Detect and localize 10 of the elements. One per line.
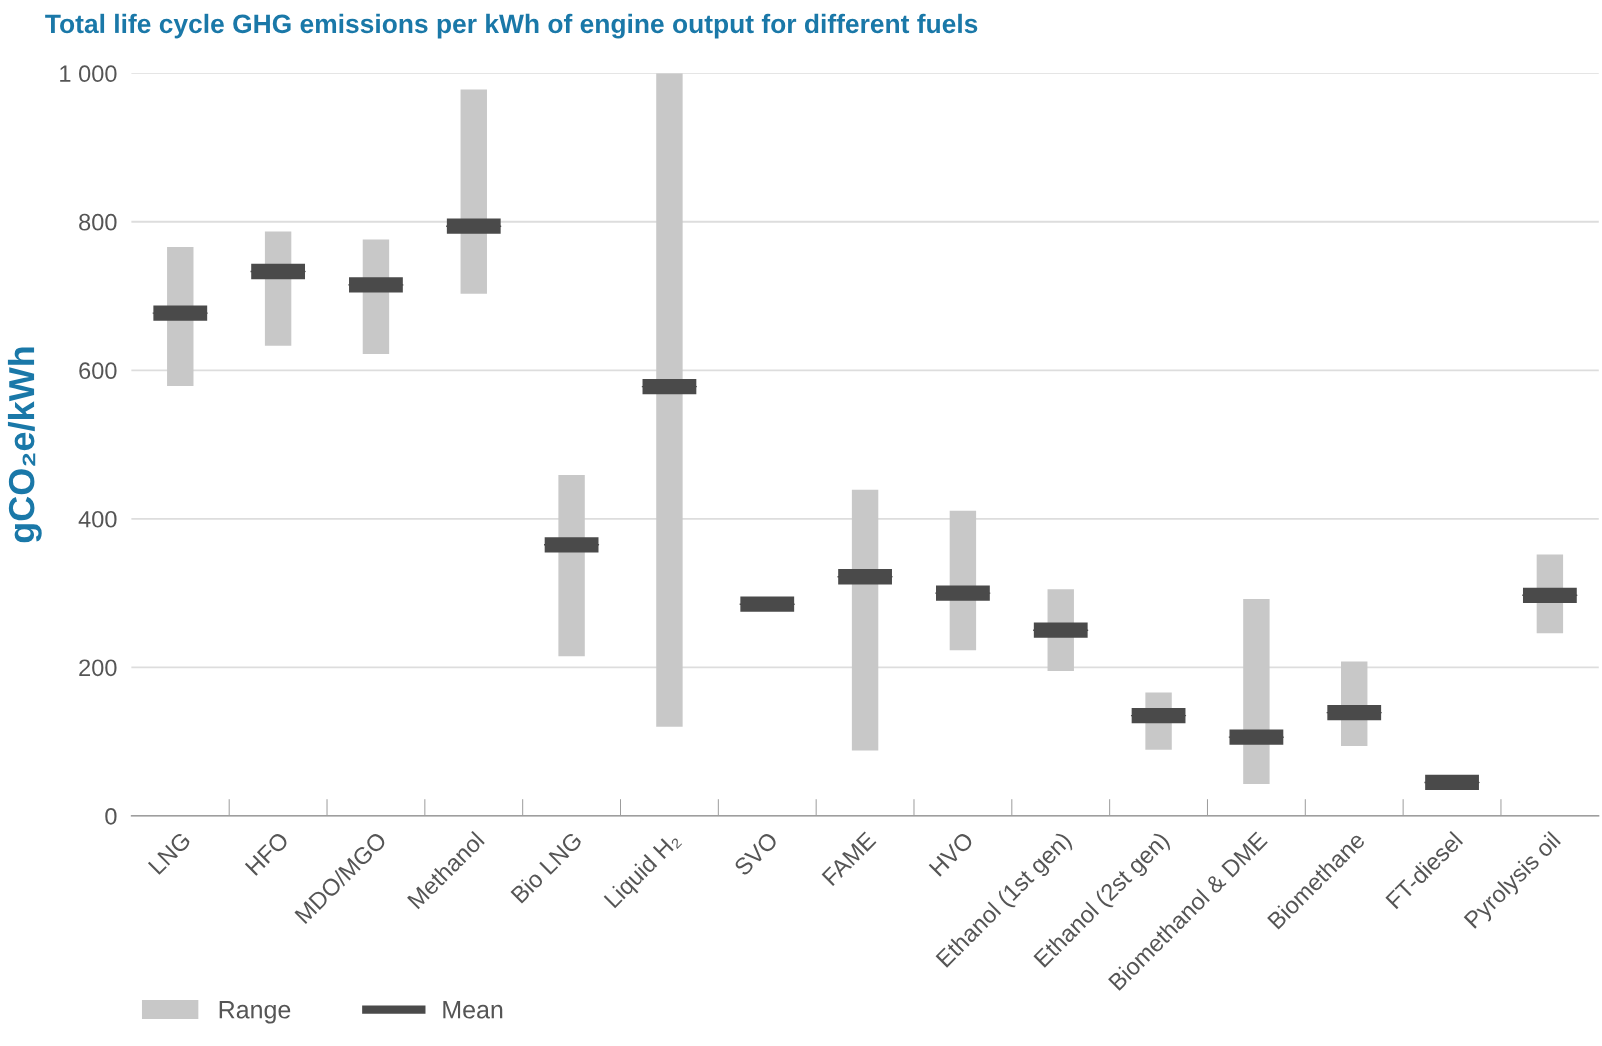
y-tick-label: 200 [79,659,117,677]
y-tick-label: 400 [78,510,117,528]
chart-title: Total life cycle GHG emissions per kWh of engine output for different fuels [45,13,978,39]
legend-label: Range [219,1001,291,1024]
y-tick-label: 1 000 [60,65,117,83]
y-tick-label: 800 [79,213,117,231]
y-tick-label: 600 [79,362,117,380]
y-tick-label: 0 [105,807,117,825]
y-axis-title: gCO₂e/kWh [7,347,42,543]
legend-label: Mean [443,1001,503,1019]
